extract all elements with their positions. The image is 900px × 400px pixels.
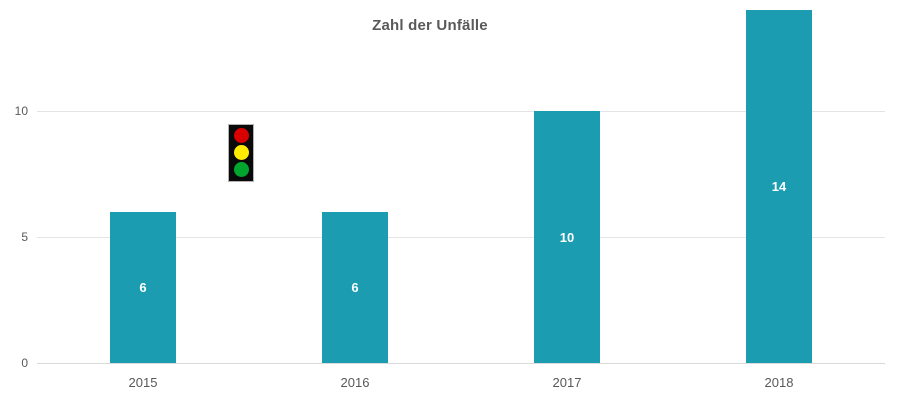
bar-2018: 14 bbox=[746, 10, 812, 363]
y-axis-tick-label-5: 5 bbox=[21, 230, 28, 244]
traffic-light-yellow-lamp bbox=[233, 145, 249, 160]
chart-title: Zahl der Unfälle bbox=[372, 17, 488, 34]
bar-value-label-2017: 10 bbox=[559, 229, 575, 245]
bar-value-label-2016: 6 bbox=[351, 280, 359, 295]
y-axis-tick-label-0: 0 bbox=[21, 356, 28, 370]
bar-2016: 6 bbox=[322, 212, 388, 363]
bar-value-label-2015: 6 bbox=[139, 280, 147, 295]
traffic-light-green-lamp bbox=[233, 162, 249, 177]
bar-value-label-2018: 14 bbox=[771, 179, 787, 194]
x-axis-tick-label-2018: 2018 bbox=[764, 375, 794, 390]
bar-2017: 10 bbox=[534, 111, 600, 363]
y-axis-tick-label-10: 10 bbox=[14, 104, 28, 118]
gridline-y-5 bbox=[37, 236, 885, 238]
traffic-light-red-lamp bbox=[233, 128, 249, 143]
gridline-y-10 bbox=[37, 110, 885, 112]
x-axis-tick-label-2016: 2016 bbox=[340, 375, 370, 390]
x-axis-tick-label-2015: 2015 bbox=[128, 375, 158, 390]
x-axis-tick-label-2017: 2017 bbox=[552, 375, 582, 390]
traffic-light-icon bbox=[228, 124, 254, 182]
bar-2015: 6 bbox=[110, 212, 176, 363]
gridline-y-0 bbox=[37, 362, 885, 364]
